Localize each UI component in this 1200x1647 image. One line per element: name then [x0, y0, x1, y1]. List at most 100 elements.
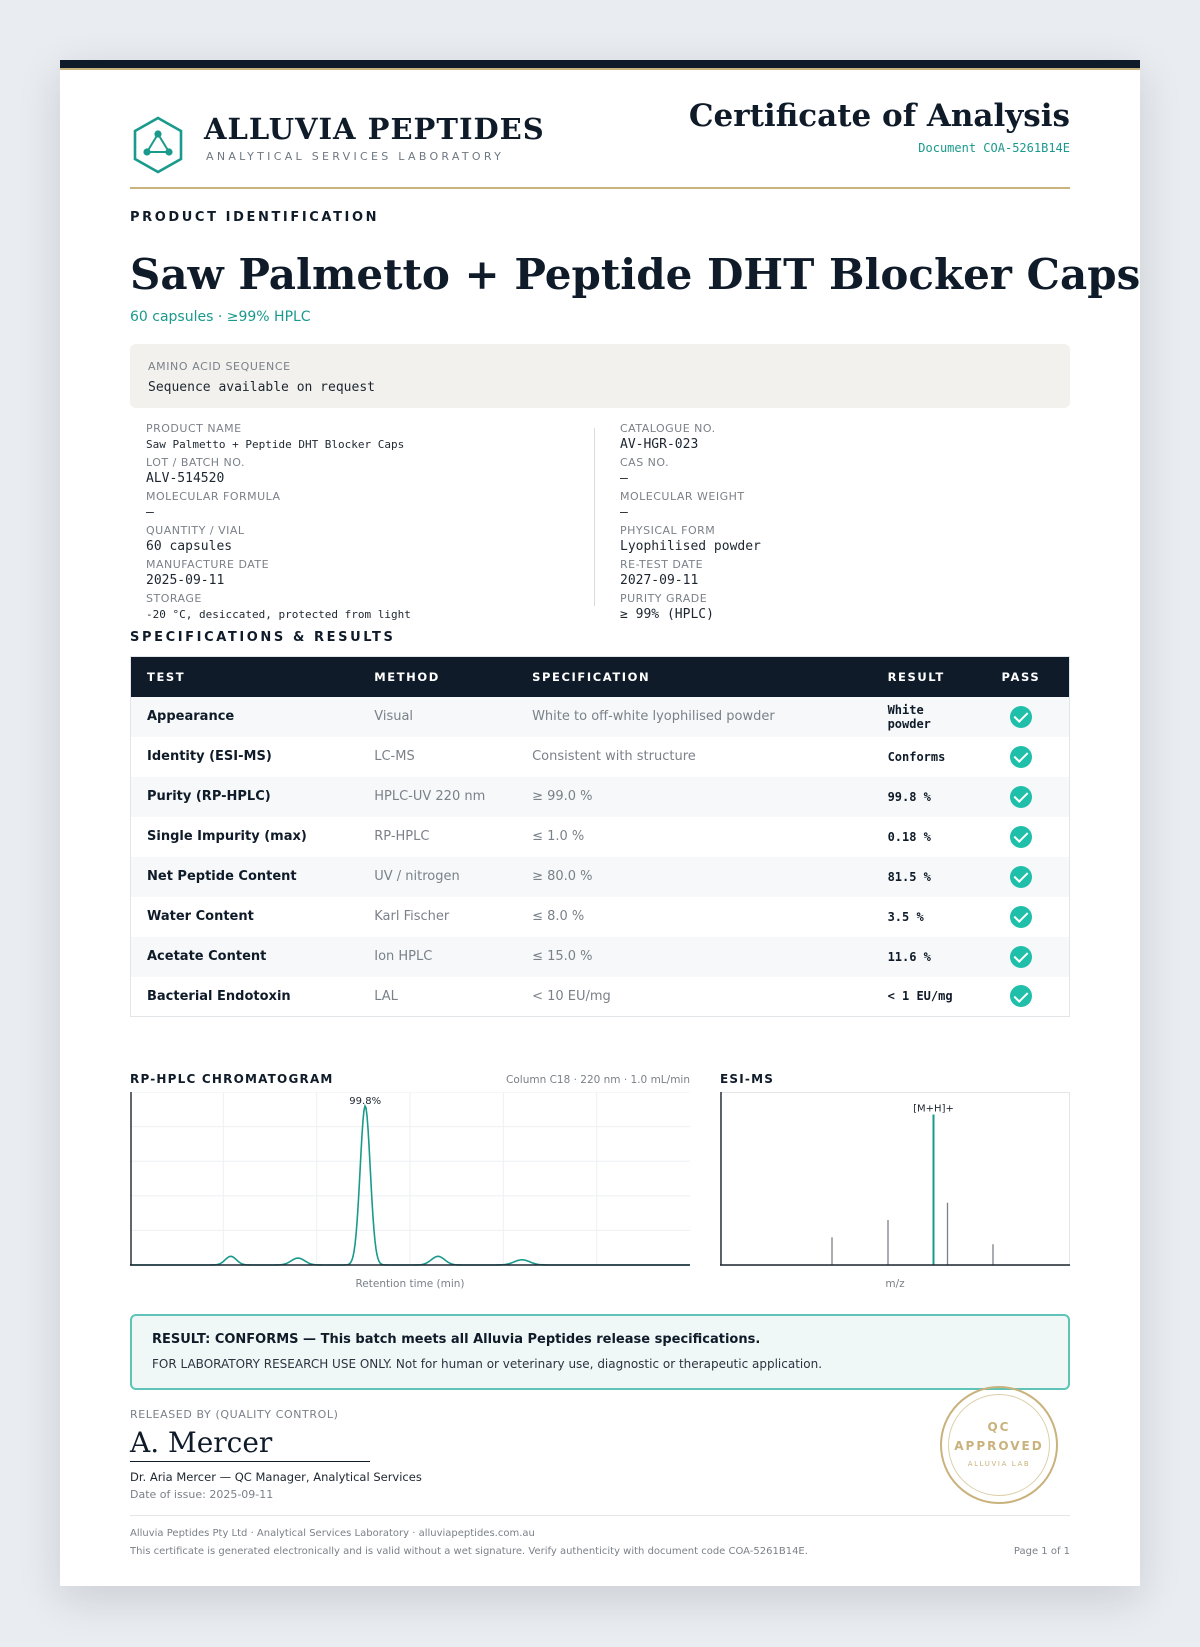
- test-name: Purity (RP-HPLC): [130, 776, 359, 817]
- test-name: Bacterial Endotoxin: [147, 988, 291, 1004]
- chromatogram-x-caption: Retention time (min): [355, 1278, 465, 1290]
- chromatogram-chart: 99.8%: [130, 1092, 690, 1266]
- product-title: Saw Palmetto + Peptide DHT Blocker Caps: [130, 250, 1141, 299]
- test-name: Identity (ESI-MS): [147, 749, 272, 764]
- release-label: RELEASED BY (QUALITY CONTROL): [130, 1408, 339, 1421]
- test-method: LAL: [374, 988, 398, 1004]
- column-header: RESULT: [871, 656, 986, 697]
- footer-company: Alluvia Peptides Pty Ltd · Analytical Se…: [130, 1528, 535, 1539]
- test-result: Conforms: [887, 749, 946, 764]
- esi-peak-label: [M+H]+: [913, 1103, 954, 1114]
- test-name: Net Peptide Content: [130, 856, 359, 897]
- test-method: RP-HPLC: [374, 829, 430, 844]
- field-value: -20 °C, desiccated, protected from light: [146, 608, 411, 621]
- pass-check-icon: [1009, 945, 1032, 968]
- table-row: Bacterial Endotoxin LAL < 10 EU/mg < 1 E…: [131, 977, 1070, 1017]
- certificate-sheet: ALLUVIA PEPTIDES ANALYTICAL SERVICES LAB…: [60, 60, 1140, 1586]
- field-label: CAS NO.: [620, 456, 670, 469]
- table-row: Identity (ESI-MS) LC-MS Consistent with …: [131, 737, 1070, 777]
- signer-name: Dr. Aria Mercer — QC Manager, Analytical…: [130, 1470, 422, 1484]
- esi-frame: [720, 1092, 1070, 1266]
- esi-ms-chart: [M+H]+: [720, 1092, 1070, 1266]
- test-method: Visual: [358, 696, 517, 737]
- test-result: White powder: [871, 696, 986, 737]
- field-value: ≥ 99% (HPLC): [620, 607, 714, 622]
- field-value: —: [620, 471, 628, 486]
- test-method: UV / nitrogen: [358, 856, 517, 897]
- sequence-box: AMINO ACID SEQUENCE Sequence available o…: [130, 344, 1070, 408]
- result-box: RESULT: CONFORMS — This batch meets all …: [130, 1314, 1070, 1390]
- field-label: LOT / BATCH NO.: [146, 456, 245, 469]
- signature: A. Mercer: [130, 1426, 273, 1459]
- document-code: Document COA-5261B14E: [918, 141, 1070, 155]
- column-header: TEST: [130, 656, 359, 697]
- test-spec: ≥ 80.0 %: [516, 856, 872, 897]
- table-row: Net Peptide Content UV / nitrogen ≥ 80.0…: [130, 856, 1070, 897]
- pass-check-icon: [1009, 865, 1032, 888]
- test-name: Water Content: [147, 909, 254, 924]
- hexagon-logo-icon: [133, 116, 183, 174]
- brand-name: ALLUVIA PEPTIDES: [204, 112, 545, 146]
- field-label: PHYSICAL FORM: [620, 524, 716, 537]
- page-number: Page 1 of 1: [1013, 1546, 1070, 1557]
- brand-subtitle: ANALYTICAL SERVICES LABORATORY: [206, 150, 505, 163]
- stamp-line-2: APPROVED: [954, 1439, 1044, 1453]
- research-use-notice: FOR LABORATORY RESEARCH USE ONLY. Not fo…: [152, 1357, 823, 1371]
- specs-section-label: SPECIFICATIONS & RESULTS: [130, 630, 396, 645]
- test-spec: ≤ 1.0 %: [532, 829, 585, 844]
- field-label: MOLECULAR FORMULA: [146, 490, 281, 503]
- field-label: PURITY GRADE: [620, 592, 708, 605]
- field-label: STORAGE: [146, 592, 202, 605]
- field-label: PRODUCT NAME: [146, 422, 242, 435]
- field-value: AV-HGR-023: [620, 437, 699, 452]
- top-gold-rule: [60, 68, 1140, 70]
- column-header: METHOD: [358, 656, 517, 697]
- test-result: 11.6 %: [871, 936, 986, 977]
- table-row: Purity (RP-HPLC) HPLC-UV 220 nm ≥ 99.0 %…: [130, 776, 1070, 817]
- field-value: —: [146, 505, 154, 520]
- test-spec: Consistent with structure: [532, 749, 696, 764]
- table-row: Acetate Content Ion HPLC ≤ 15.0 % 11.6 %: [130, 936, 1070, 977]
- footer-divider: [130, 1515, 1070, 1516]
- field-value: Lyophilised powder: [620, 539, 761, 554]
- document-title: Certificate of Analysis: [688, 98, 1070, 134]
- chromatogram-peak-label: 99.8%: [349, 1096, 381, 1107]
- qc-approved-stamp: QC APPROVED ALLUVIA LAB: [940, 1386, 1058, 1504]
- test-result: 3.5 %: [887, 909, 924, 924]
- field-value: 2025-09-11: [146, 573, 225, 588]
- signature-line: [130, 1461, 370, 1462]
- issue-date: Date of issue: 2025-09-11: [130, 1488, 274, 1501]
- pass-check-icon: [1009, 705, 1032, 728]
- esi-title: ESI-MS: [720, 1072, 775, 1086]
- field-label: RE-TEST DATE: [620, 558, 704, 571]
- test-name: Acetate Content: [130, 936, 359, 977]
- table-header-row: TEST METHOD SPECIFICATION RESULT PASS: [130, 656, 1070, 697]
- test-result: 0.18 %: [887, 829, 931, 844]
- field-label: MOLECULAR WEIGHT: [620, 490, 745, 503]
- field-value: Saw Palmetto + Peptide DHT Blocker Caps: [146, 438, 405, 451]
- product-subtitle: 60 capsules · ≥99% HPLC: [130, 309, 311, 325]
- field-value: 2027-09-11: [620, 573, 699, 588]
- stamp-line-1: QC: [987, 1420, 1011, 1434]
- test-method: LC-MS: [374, 749, 415, 764]
- pass-check-icon: [1009, 905, 1032, 928]
- field-label: MANUFACTURE DATE: [146, 558, 270, 571]
- test-result: < 1 EU/mg: [887, 989, 953, 1004]
- test-spec: < 10 EU/mg: [532, 988, 611, 1004]
- test-method: Karl Fischer: [374, 909, 450, 924]
- field-label: CATALOGUE NO.: [620, 422, 716, 435]
- test-spec: ≥ 99.0 %: [516, 776, 872, 817]
- top-accent-bar: [60, 60, 1140, 68]
- pass-check-icon: [1009, 825, 1032, 848]
- test-method: HPLC-UV 220 nm: [358, 776, 517, 817]
- table-row: Water Content Karl Fischer ≤ 8.0 % 3.5 %: [131, 897, 1070, 937]
- test-result: 99.8 %: [871, 776, 986, 817]
- field-value: —: [620, 505, 628, 520]
- stamp-line-3: ALLUVIA LAB: [967, 1460, 1031, 1468]
- test-spec: ≤ 15.0 %: [516, 936, 872, 977]
- chromatogram-title: RP-HPLC CHROMATOGRAM: [130, 1072, 334, 1086]
- test-name: Appearance: [130, 696, 359, 737]
- footer-validity-note: This certificate is generated electronic…: [130, 1546, 808, 1557]
- test-spec: ≤ 8.0 %: [532, 909, 585, 924]
- sequence-label: AMINO ACID SEQUENCE: [148, 360, 291, 373]
